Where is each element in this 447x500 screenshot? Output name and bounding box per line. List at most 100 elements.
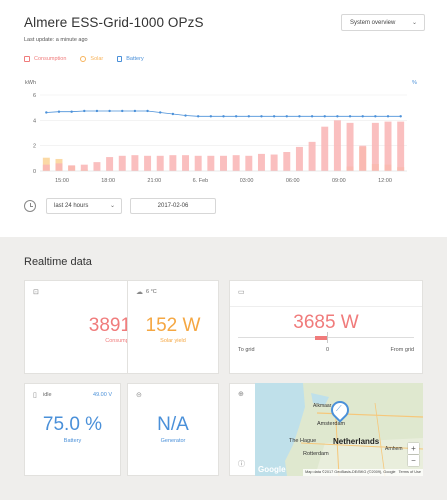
battery-label: Battery [63, 438, 82, 444]
terms-of-use-link[interactable]: Terms of Use [398, 470, 421, 474]
view-select[interactable]: System overview ⌄ [341, 14, 425, 31]
grid-card: ▭ 3685 W To grid 0 From grid [229, 280, 423, 374]
battery-point [209, 115, 213, 118]
consumption-bar [270, 154, 278, 171]
section-title: Realtime data [24, 256, 92, 268]
battery-point [386, 115, 390, 118]
battery-value: 75.0 % [42, 414, 103, 435]
battery-point [83, 109, 86, 113]
battery-point [260, 115, 263, 118]
generator-card: ⊝ N/A Generator [127, 383, 219, 476]
battery-voltage: 49.00 V [93, 392, 112, 398]
view-select-value: System overview [350, 20, 396, 26]
google-logo: Google [258, 465, 286, 474]
battery-point [196, 115, 200, 118]
consumption-bar [131, 155, 139, 171]
battery-point [146, 109, 149, 113]
battery-point [399, 115, 402, 118]
overview-panel: Almere ESS-Grid-1000 OPzS Last update: a… [0, 0, 447, 237]
date-input[interactable]: 2017-02-06 [130, 198, 216, 214]
consumption-icon [24, 56, 30, 62]
battery-point [70, 110, 73, 113]
from-grid-label: From grid [390, 347, 414, 353]
grid-value: 3685 W [293, 312, 359, 333]
info-icon[interactable]: ⓘ [238, 461, 245, 468]
consumption-bar [371, 122, 379, 171]
battery-point [285, 115, 288, 118]
battery-icon [117, 56, 123, 62]
battery-point [108, 109, 111, 113]
range-controls: last 24 hours ⌄ 2017-02-06 [24, 198, 216, 214]
battery-point [272, 115, 276, 118]
x-tick-label: 18:00 [101, 178, 115, 184]
consumption-bar [68, 165, 76, 171]
battery-point [171, 112, 175, 116]
consumption-bar [118, 155, 126, 171]
range-value: last 24 hours [54, 203, 89, 209]
range-select[interactable]: last 24 hours ⌄ [46, 198, 122, 214]
battery-card: ▯ idle 49.00 V 75.0 % Battery [24, 383, 121, 476]
grid-zero-label: 0 [326, 347, 330, 353]
consumption-bar [333, 120, 341, 171]
battery-point [222, 115, 225, 118]
consumption-bar [169, 155, 177, 171]
consumption-bar [346, 122, 354, 171]
map-attribution: Map data ©2017 GeoBasis-DE/BKG (©2009), … [303, 469, 423, 476]
solar-bar [42, 157, 50, 171]
map-label-netherlands: Netherlands [333, 437, 380, 446]
y-axis-label: kWh [25, 80, 36, 86]
last-update-text: Last update: a minute ago [24, 37, 88, 43]
consumption-bar [295, 146, 303, 171]
consumption-bar [144, 155, 152, 171]
grid-bar-center [327, 332, 328, 343]
chart-legend: Consumption Solar Battery [24, 56, 158, 62]
battery-point [298, 115, 301, 118]
y-tick-label: 2 [33, 144, 36, 150]
battery-point [348, 115, 352, 118]
consumption-bar [220, 155, 227, 171]
grid-icon: ▭ [238, 289, 245, 296]
solar-value: 152 W [145, 315, 201, 336]
battery-point [95, 109, 99, 113]
map-land [285, 383, 423, 476]
x-tick-label: 06:00 [286, 178, 300, 184]
legend-item-solar[interactable]: Solar [80, 56, 103, 62]
map-label-the-hague: The Hague [289, 438, 317, 444]
zoom-out-button[interactable]: − [408, 455, 419, 466]
consumption-label: Consumption [105, 338, 138, 344]
grid-bar-fill [314, 336, 327, 340]
battery-point [361, 115, 364, 118]
battery-point [184, 114, 187, 117]
activity-icon: ⟋ [336, 404, 342, 413]
legend-item-battery[interactable]: Battery [117, 56, 144, 62]
consumption-bar [182, 155, 190, 171]
legend-label: Consumption [34, 56, 67, 62]
chevron-down-icon: ⌄ [411, 20, 417, 26]
consumption-bar [397, 121, 405, 171]
legend-item-consumption[interactable]: Consumption [24, 56, 66, 62]
consumption-bar [308, 141, 316, 171]
sun-icon [80, 56, 87, 62]
y2-axis-label: % [412, 80, 417, 86]
y-tick-label: 4 [33, 118, 36, 124]
battery-icon: ▯ [33, 392, 37, 399]
clock-icon [24, 200, 36, 212]
to-grid-label: To grid [238, 347, 255, 353]
legend-label: Battery [126, 56, 144, 62]
battery-point [336, 115, 339, 118]
solar-label: Solar yield [160, 338, 186, 344]
temperature-value: 6 °C [146, 289, 157, 295]
energy-chart: 0 2 4 6 kWh % 15:00 18:00 21:00 6. Feb 03:00 06:00 0… [25, 80, 417, 184]
x-tick-label: 03:00 [240, 178, 254, 184]
battery-point [159, 111, 162, 114]
x-tick-label: 12:00 [378, 178, 392, 184]
battery-point [57, 110, 61, 113]
zoom-in-button[interactable]: + [408, 443, 419, 454]
location-map[interactable]: Alkmaar Amsterdam The Hague Netherlands … [255, 383, 423, 476]
consumption-bar [207, 155, 215, 171]
consumption-icon: ⊡ [33, 289, 39, 296]
map-label-rotterdam: Rotterdam [303, 451, 329, 457]
legend-label: Solar [90, 56, 104, 62]
consumption-bar [283, 152, 291, 171]
battery-point [133, 109, 137, 113]
